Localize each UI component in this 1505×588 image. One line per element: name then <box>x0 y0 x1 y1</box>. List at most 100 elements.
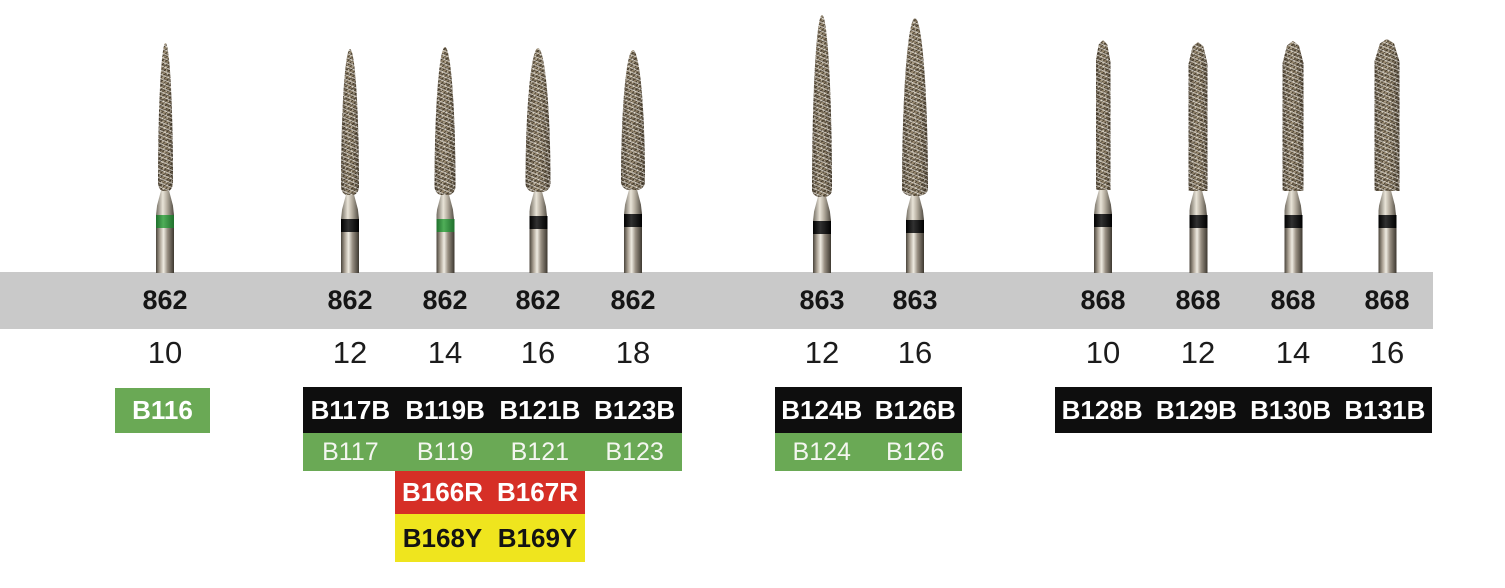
diamond-tip <box>341 49 359 195</box>
code-cell: B119 <box>416 437 474 466</box>
bur-neck <box>341 195 359 219</box>
bur-photo <box>156 43 174 273</box>
head-size: 12 <box>332 335 368 370</box>
bur-column-862-16: 862 16 <box>491 0 585 588</box>
code-cell: B123B <box>594 394 676 425</box>
code-cell: B123 <box>605 437 664 466</box>
bur-neck <box>529 192 547 216</box>
bur-shank <box>813 234 831 273</box>
grit-band-green <box>436 219 454 232</box>
iso-number: 862 <box>515 285 561 315</box>
code-cell: B129B <box>1155 394 1237 425</box>
iso-number: 863 <box>799 285 845 315</box>
code-cell: B124 <box>792 437 851 466</box>
iso-number: 863 <box>892 285 938 315</box>
code-cell: B167R <box>497 477 578 507</box>
code-box-red: B166R B167R <box>395 471 585 514</box>
head-size: 16 <box>897 335 933 370</box>
grit-band-black <box>813 221 831 234</box>
bur-photo <box>1188 42 1208 273</box>
diamond-tip <box>525 48 551 192</box>
code-cell: B126B <box>874 394 956 425</box>
code-cell: B121B <box>499 394 581 425</box>
grit-band-black <box>1189 215 1207 228</box>
bur-neck <box>813 197 831 221</box>
iso-number: 868 <box>1270 285 1316 315</box>
head-size: 12 <box>1180 335 1216 370</box>
diamond-tip <box>434 47 456 195</box>
bur-photo <box>1094 40 1112 273</box>
grit-band-black <box>529 216 547 229</box>
bur-shank <box>156 228 174 273</box>
bur-photo <box>1374 39 1400 273</box>
code-cell: B131B <box>1344 394 1426 425</box>
bur-photo <box>434 47 456 273</box>
code-cell: B119B <box>405 394 485 425</box>
code-cell: B168Y <box>402 522 483 553</box>
iso-number: 862 <box>610 285 656 315</box>
iso-number: 868 <box>1364 285 1410 315</box>
head-size: 10 <box>1085 335 1121 370</box>
diamond-tip <box>902 18 928 196</box>
code-box-black-868: B128B B129B B130B B131B <box>1055 387 1432 433</box>
code-cell: B126 <box>886 437 945 466</box>
bur-shank <box>624 227 642 273</box>
code-cell: B128B <box>1061 394 1143 425</box>
grit-band-black <box>1284 215 1302 228</box>
iso-number: 868 <box>1175 285 1221 315</box>
code-box-green-862: B117 B119 B121 B123 <box>303 433 682 471</box>
head-size: 14 <box>427 335 463 370</box>
bur-shank <box>906 233 924 273</box>
bur-photo <box>902 18 928 273</box>
iso-number-band <box>0 272 1433 329</box>
bur-column-868-10: 868 10 <box>1056 0 1150 588</box>
code-box-yellow: B168Y B169Y <box>395 514 585 562</box>
grit-band-black <box>1094 214 1112 227</box>
bur-column-862-14: 862 14 <box>398 0 492 588</box>
head-size: 14 <box>1275 335 1311 370</box>
iso-number: 862 <box>327 285 373 315</box>
bur-column-868-16: 868 16 <box>1340 0 1434 588</box>
code-box-green-863: B124 B126 <box>775 433 962 471</box>
iso-number: 862 <box>422 285 468 315</box>
bur-photo <box>1282 41 1304 273</box>
bur-shank <box>436 232 454 273</box>
code-cell: B116 <box>132 395 193 425</box>
bur-neck <box>624 190 642 214</box>
code-box-black-863: B124B B126B <box>775 387 962 433</box>
bur-photo <box>525 48 551 273</box>
bur-column-862-18: 862 18 <box>586 0 680 588</box>
bur-shank <box>529 229 547 273</box>
bur-shank <box>1284 228 1302 273</box>
bur-column-862-12: 862 12 <box>303 0 397 588</box>
bur-neck <box>436 195 454 219</box>
head-size: 18 <box>615 335 651 370</box>
grit-band-black <box>624 214 642 227</box>
bur-neck <box>1284 191 1302 215</box>
code-cell: B124B <box>781 394 863 425</box>
grit-band-black <box>1378 215 1396 228</box>
head-size: 10 <box>147 335 183 370</box>
diamond-tip <box>1188 42 1208 191</box>
head-size: 12 <box>804 335 840 370</box>
bur-shank <box>341 232 359 273</box>
code-cell: B166R <box>402 477 483 507</box>
bur-neck <box>906 196 924 220</box>
code-cell: B117B <box>310 394 391 425</box>
iso-number: 868 <box>1080 285 1126 315</box>
bur-photo <box>341 49 359 273</box>
bur-column-863-16: 863 16 <box>868 0 962 588</box>
bur-column-868-12: 868 12 <box>1151 0 1245 588</box>
bur-shank <box>1189 228 1207 273</box>
bur-shank <box>1094 227 1112 273</box>
head-size: 16 <box>1369 335 1405 370</box>
code-cell: B117 <box>322 437 379 466</box>
bur-column-863-12: 863 12 <box>775 0 869 588</box>
bur-column-868-14: 868 14 <box>1246 0 1340 588</box>
diamond-tip <box>812 15 832 197</box>
bur-neck <box>1094 190 1112 214</box>
diamond-tip <box>1282 41 1304 191</box>
bur-column-862-10: 862 10 <box>118 0 212 588</box>
bur-photo <box>621 50 645 273</box>
